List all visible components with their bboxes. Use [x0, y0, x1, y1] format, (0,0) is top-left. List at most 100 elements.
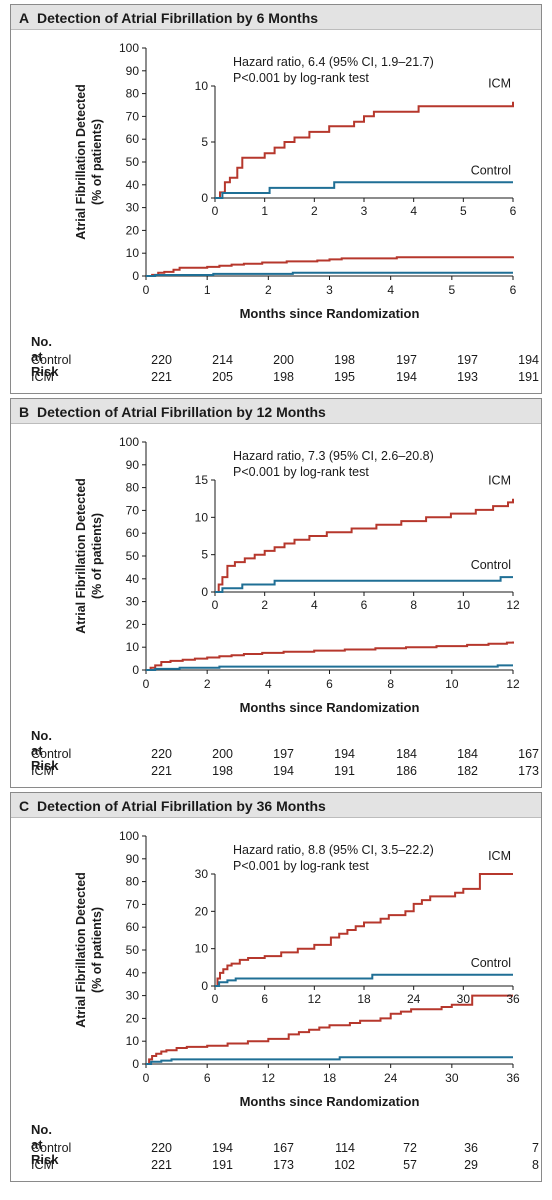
risk-value: 193	[457, 370, 478, 384]
y-tick-label: 30	[126, 201, 140, 215]
risk-value: 186	[396, 764, 417, 778]
inset-y-tick-label: 5	[201, 548, 208, 562]
y-tick-label: 70	[126, 503, 140, 517]
y-tick-label: 20	[126, 617, 140, 631]
risk-value: 198	[334, 353, 355, 367]
x-tick-label: 2	[265, 283, 272, 297]
inset-y-tick-label: 0	[201, 979, 208, 993]
x-tick-label: 1	[204, 283, 211, 297]
series-label-icm: ICM	[488, 474, 511, 488]
x-tick-label: 36	[506, 1071, 520, 1085]
x-tick-label: 6	[326, 677, 333, 691]
risk-row-icm: ICM 221 191 173 102 57 29 8	[31, 1158, 539, 1174]
y-axis-label-line2: (% of patients)	[90, 513, 104, 599]
series-label-control: Control	[471, 558, 511, 572]
series-line-control	[146, 664, 513, 671]
y-tick-label: 40	[126, 966, 140, 980]
risk-value: 194	[273, 764, 294, 778]
inset-x-tick-label: 3	[361, 204, 368, 218]
y-tick-label: 90	[126, 852, 140, 866]
risk-value: 184	[396, 747, 417, 761]
series-label-control: Control	[471, 163, 511, 177]
y-tick-label: 60	[126, 526, 140, 540]
risk-value: 197	[273, 747, 294, 761]
inset-series-line-control	[215, 181, 513, 199]
risk-row-icm: ICM 221 198 194 191 186 182 173	[31, 764, 539, 780]
x-tick-label: 30	[445, 1071, 459, 1085]
x-tick-label: 6	[204, 1071, 211, 1085]
risk-value: 191	[334, 764, 355, 778]
risk-value: 195	[334, 370, 355, 384]
risk-value: 221	[151, 370, 172, 384]
x-tick-label: 0	[143, 677, 150, 691]
risk-value: 198	[273, 370, 294, 384]
y-tick-label: 70	[126, 109, 140, 123]
inset-y-tick-label: 10	[195, 510, 209, 524]
x-tick-label: 4	[265, 677, 272, 691]
y-tick-label: 80	[126, 87, 140, 101]
series-line-control	[146, 1056, 513, 1065]
panel-c: C Detection of Atrial Fibrillation by 36 …	[10, 792, 542, 1182]
risk-value: 220	[151, 1141, 172, 1155]
x-tick-label: 24	[384, 1071, 398, 1085]
x-tick-label: 12	[262, 1071, 276, 1085]
x-tick-label: 12	[506, 677, 520, 691]
x-tick-label: 0	[143, 1071, 150, 1085]
y-tick-label: 70	[126, 897, 140, 911]
risk-value: 197	[396, 353, 417, 367]
y-tick-label: 90	[126, 458, 140, 472]
panel-b: B Detection of Atrial Fibrillation by 12 …	[10, 398, 542, 788]
y-tick-label: 50	[126, 155, 140, 169]
x-axis-label: Months since Randomization	[240, 1094, 420, 1109]
risk-row-control: Control 220 200 197 194 184 184 167	[31, 747, 539, 763]
y-tick-label: 10	[126, 246, 140, 260]
inset-y-tick-label: 15	[195, 473, 209, 487]
inset-x-tick-label: 6	[261, 992, 268, 1006]
y-tick-label: 40	[126, 572, 140, 586]
inset-x-tick-label: 30	[457, 992, 471, 1006]
inset-y-tick-label: 10	[195, 942, 209, 956]
y-tick-label: 80	[126, 481, 140, 495]
risk-table-title: No. at Risk	[31, 334, 59, 379]
inset-y-tick-label: 5	[201, 135, 208, 149]
panel-letter: B	[19, 404, 30, 420]
x-tick-label: 5	[448, 283, 455, 297]
y-tick-label: 90	[126, 64, 140, 78]
series-line-icm	[146, 641, 514, 671]
risk-value: 220	[151, 747, 172, 761]
panel-title-text: Detection of Atrial Fibrillation by 12 M…	[37, 404, 326, 420]
risk-value: 102	[334, 1158, 355, 1172]
inset-x-tick-label: 10	[457, 598, 471, 612]
risk-row-label: ICM	[31, 764, 54, 778]
risk-table-title: No. at Risk	[31, 728, 59, 773]
inset-y-tick-label: 0	[201, 585, 208, 599]
y-axis-label-line2: (% of patients)	[90, 907, 104, 993]
hazard-ratio-text: Hazard ratio, 6.4 (95% CI, 1.9–21.7)	[233, 55, 434, 69]
y-tick-label: 100	[119, 435, 139, 449]
inset-x-tick-label: 5	[460, 204, 467, 218]
risk-value: 214	[212, 353, 233, 367]
risk-value: 221	[151, 1158, 172, 1172]
y-tick-label: 100	[119, 829, 139, 843]
x-tick-label: 18	[323, 1071, 337, 1085]
inset-series-line-icm	[215, 498, 514, 593]
y-axis-label-line1: Atrial Fibrillation Detected	[74, 872, 88, 1028]
x-tick-label: 10	[445, 677, 459, 691]
inset-chart: 0 5 10 0 1 2 3 4 5 6 ICM Control Hazard ratio, 6.4 (…	[195, 55, 517, 218]
inset-series-line-control	[215, 576, 513, 593]
risk-row-control: Control 220 194 167 114 72 36 7	[31, 1141, 539, 1157]
p-value-text: P<0.001 by log-rank test	[233, 71, 369, 85]
risk-value: 198	[212, 764, 233, 778]
risk-value: 7	[532, 1141, 539, 1155]
y-tick-label: 10	[126, 1034, 140, 1048]
y-tick-label: 60	[126, 132, 140, 146]
risk-row-icm: ICM 221 205 198 195 194 193 191	[31, 370, 539, 386]
panel-title-text: Detection of Atrial Fibrillation by 36 M…	[37, 798, 326, 814]
risk-row-label: Control	[31, 1141, 72, 1155]
y-axis-label-line1: Atrial Fibrillation Detected	[74, 84, 88, 240]
risk-value: 184	[457, 747, 478, 761]
panel-letter: A	[19, 10, 30, 26]
risk-row-label: Control	[31, 747, 72, 761]
